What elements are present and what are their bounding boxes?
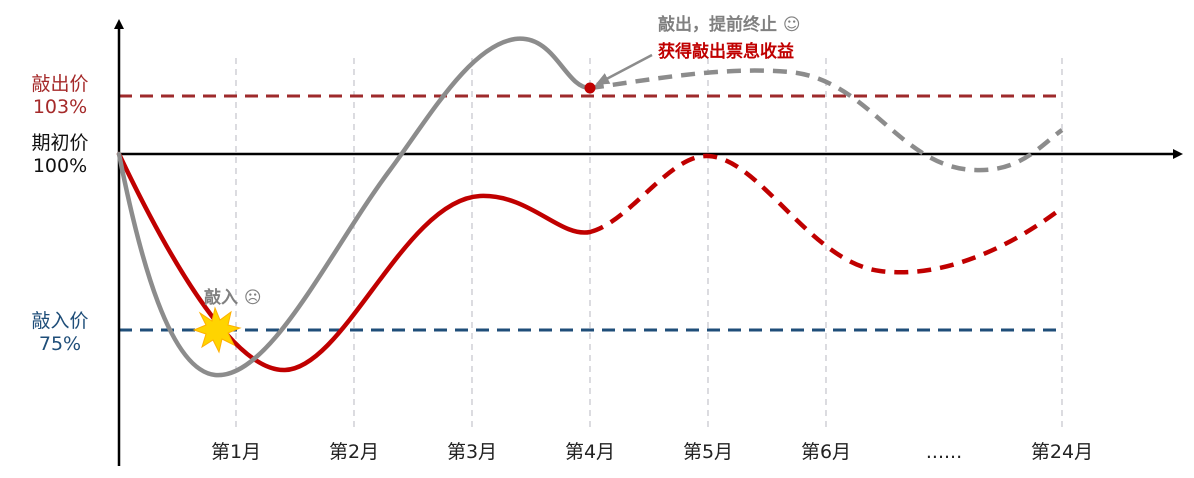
initial-price-label: 期初价 100% xyxy=(22,132,98,178)
month-grid xyxy=(235,58,1063,428)
knock-out-arrow xyxy=(595,53,653,86)
knock-out-point xyxy=(584,82,596,94)
x-tick-label: ...... xyxy=(926,441,962,463)
grey-path-solid xyxy=(116,36,593,378)
knock-in-burst-icon xyxy=(192,306,242,354)
initial-price-label-text: 期初价 xyxy=(31,132,89,154)
knock-out-label: 敲出价 103% xyxy=(22,73,98,119)
knock-out-value: 103% xyxy=(32,96,88,118)
x-tick-label: 第5月 xyxy=(683,441,733,463)
x-tick-label: 第6月 xyxy=(801,441,851,463)
red-path-dashed xyxy=(589,153,1064,275)
red-path-solid xyxy=(116,151,593,373)
x-tick-label: 第4月 xyxy=(565,441,615,463)
knock-out-label-text: 敲出价 xyxy=(31,73,89,95)
x-tick-labels: 第1月 第2月 第3月 第4月 第5月 第6月 ...... 第24月 xyxy=(211,441,1093,463)
knock-in-label: 敲入价 75% xyxy=(22,310,98,356)
x-tick-label: 第2月 xyxy=(329,441,379,463)
knock-in-label-text: 敲入价 xyxy=(31,310,89,332)
initial-price-value: 100% xyxy=(32,155,88,177)
grey-path-dashed xyxy=(589,68,1064,173)
knock-out-annotation-line2: 获得敲出票息收益 xyxy=(658,41,794,62)
x-tick-label: 第3月 xyxy=(447,441,497,463)
knock-out-annotation-line1: 敲出，提前终止 ☺ xyxy=(658,14,801,35)
x-tick-label: 第1月 xyxy=(211,441,261,463)
knock-in-value: 75% xyxy=(38,333,82,355)
x-tick-label: 第24月 xyxy=(1031,441,1093,463)
knock-in-annotation: 敲入 ☹ xyxy=(204,287,262,308)
